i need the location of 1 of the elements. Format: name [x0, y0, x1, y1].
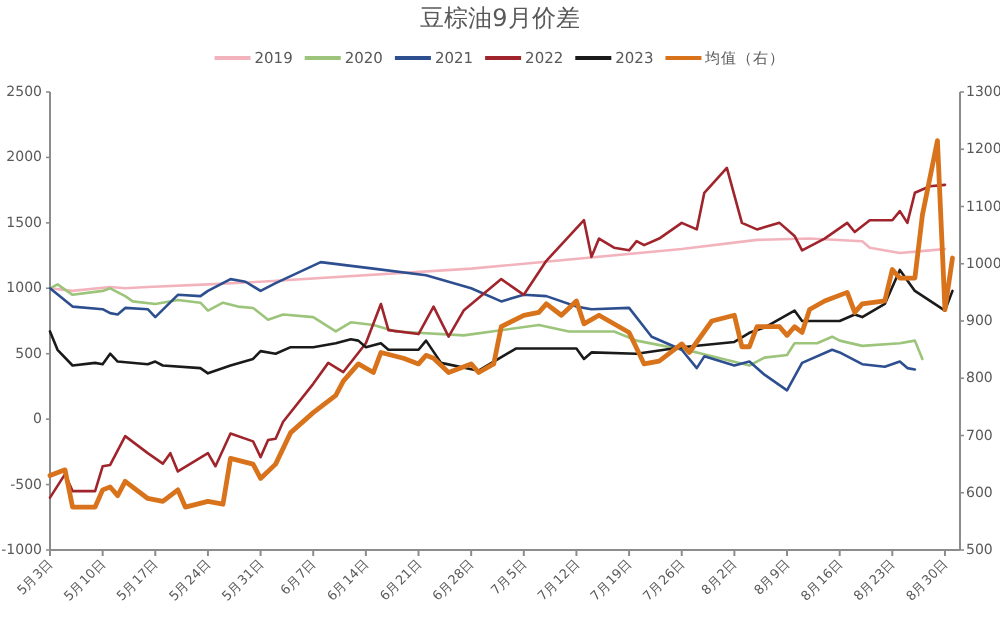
title: 豆棕油9月价差 — [420, 4, 580, 32]
